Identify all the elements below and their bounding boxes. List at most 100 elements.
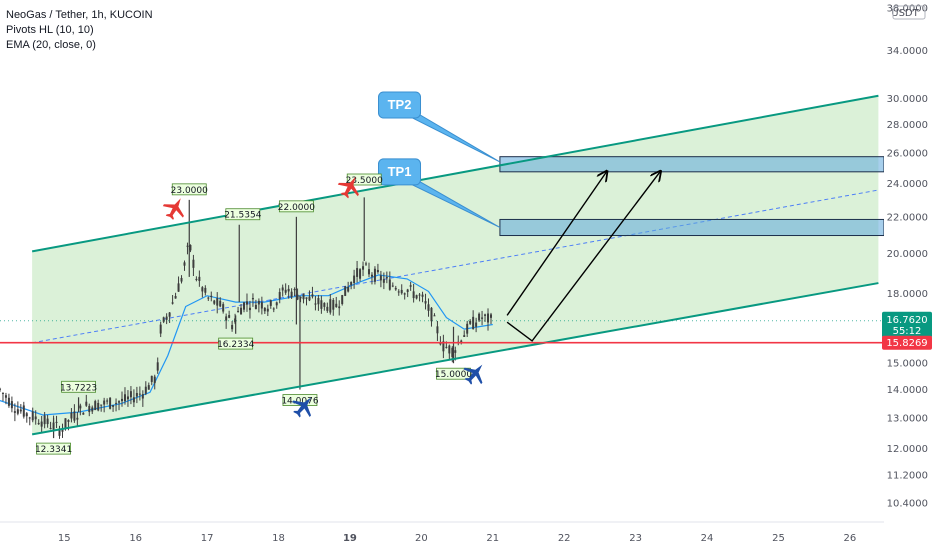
candle-body xyxy=(201,287,204,292)
candle-body xyxy=(341,295,344,305)
candle-body xyxy=(278,292,281,299)
time-tick-label: 22 xyxy=(558,533,571,544)
time-tick-label: 17 xyxy=(201,533,214,544)
pivot-label: 14.0076 xyxy=(281,397,318,407)
ema-line[interactable] xyxy=(0,274,493,416)
candle-body xyxy=(177,283,180,292)
candle-body xyxy=(245,301,248,305)
tp-callout-box[interactable] xyxy=(378,91,422,119)
candle-body xyxy=(129,391,132,398)
candle-body xyxy=(70,412,73,419)
candle-body xyxy=(40,421,43,427)
candle-body xyxy=(207,297,210,299)
candle-body xyxy=(305,297,308,299)
tp-callout-label: TP2 xyxy=(388,97,412,112)
candle-body xyxy=(463,335,466,337)
support-price-label: 15.8269 xyxy=(886,338,927,349)
candles xyxy=(0,197,492,439)
pivot-label-box xyxy=(278,200,314,213)
indicator-ema[interactable]: EMA (20, close, 0) xyxy=(6,39,96,51)
pivot-label-box xyxy=(36,442,71,455)
candle-body xyxy=(335,303,338,308)
candle-body xyxy=(385,277,388,279)
candle-body xyxy=(222,304,225,312)
candle-body xyxy=(424,301,427,304)
candle-body xyxy=(489,314,492,318)
projection-arrow-2[interactable] xyxy=(506,171,660,342)
target-zone-tp1[interactable] xyxy=(499,218,885,237)
price-tick-label: 28.0000 xyxy=(887,120,928,131)
candle-body xyxy=(344,286,347,296)
price-axis[interactable]: 38.0000 34.0000 30.0000 28.0000 26.0000 24.00… xyxy=(882,0,932,550)
candle-body xyxy=(243,302,246,310)
time-tick-label: 25 xyxy=(772,533,785,544)
pivot-label-box xyxy=(225,208,261,221)
candle-body xyxy=(421,294,424,297)
candle-body xyxy=(481,317,484,319)
candle-body xyxy=(231,324,234,330)
candle-body xyxy=(436,326,439,334)
projection-arrow-1[interactable] xyxy=(506,171,607,316)
candle-body xyxy=(88,405,91,413)
channel-upper-line[interactable] xyxy=(31,94,879,253)
channel-midline[interactable] xyxy=(32,189,879,344)
candle-body xyxy=(67,419,70,422)
candle-body xyxy=(64,418,67,428)
pivot-label: 15.0000 xyxy=(435,370,472,380)
candle-body xyxy=(412,291,415,299)
price-tick-label: 11.2000 xyxy=(887,470,928,481)
candle-body xyxy=(266,308,269,312)
candle-body xyxy=(165,316,168,320)
candle-body xyxy=(320,300,323,309)
candle-body xyxy=(73,411,76,421)
candle-body xyxy=(28,417,31,419)
candle-body xyxy=(123,394,126,402)
candle-body xyxy=(186,245,189,247)
candle-body xyxy=(76,417,79,420)
chart-legend: NeoGas / Tether, 1h, KUCOIN Pivots HL (1… xyxy=(6,8,153,53)
candle-body xyxy=(448,345,451,354)
currency-label[interactable]: USDT xyxy=(891,8,919,19)
candle-body xyxy=(1,392,4,394)
candle-body xyxy=(144,386,147,394)
candle-body xyxy=(115,402,118,404)
candle-body xyxy=(308,296,311,301)
candle-body xyxy=(418,294,421,296)
candle-body xyxy=(326,306,329,311)
candle-body xyxy=(183,262,186,266)
candle-body xyxy=(82,412,85,415)
candle-body xyxy=(118,401,121,403)
candle-body xyxy=(382,279,385,283)
candle-body xyxy=(439,342,442,345)
pivot-label: 23.0000 xyxy=(171,186,208,196)
price-tick-label: 38.0000 xyxy=(887,3,928,14)
candle-body xyxy=(237,310,240,312)
time-tick-label: 24 xyxy=(701,533,714,544)
time-axis[interactable]: 15 16 17 18 19 20 21 22 23 24 25 26 xyxy=(0,521,884,550)
time-tick-label: 16 xyxy=(129,533,142,544)
channel-lower-line[interactable] xyxy=(31,282,879,436)
candle-body xyxy=(451,347,454,358)
candle-body xyxy=(430,307,433,322)
candle-body xyxy=(204,287,207,293)
indicator-pivots[interactable]: Pivots HL (10, 10) xyxy=(6,24,94,36)
candle-body xyxy=(484,314,487,316)
candle-body xyxy=(126,396,129,400)
candle-body xyxy=(400,289,403,294)
candle-body xyxy=(287,288,290,292)
candle-body xyxy=(475,322,478,327)
candle-body xyxy=(391,285,394,287)
candle-body xyxy=(370,274,373,277)
price-axis-bg xyxy=(884,0,932,550)
candle-body xyxy=(379,275,382,281)
time-tick-label: 23 xyxy=(629,533,642,544)
candle-body xyxy=(240,307,243,315)
symbol-title[interactable]: NeoGas / Tether, 1h, KUCOIN xyxy=(6,9,153,21)
candle-body xyxy=(34,416,37,420)
candle-body xyxy=(13,411,16,413)
target-zone-tp2[interactable] xyxy=(499,156,885,173)
candle-body xyxy=(168,312,171,317)
tp-callout-box[interactable] xyxy=(378,158,422,186)
time-tick-label: 20 xyxy=(415,533,428,544)
